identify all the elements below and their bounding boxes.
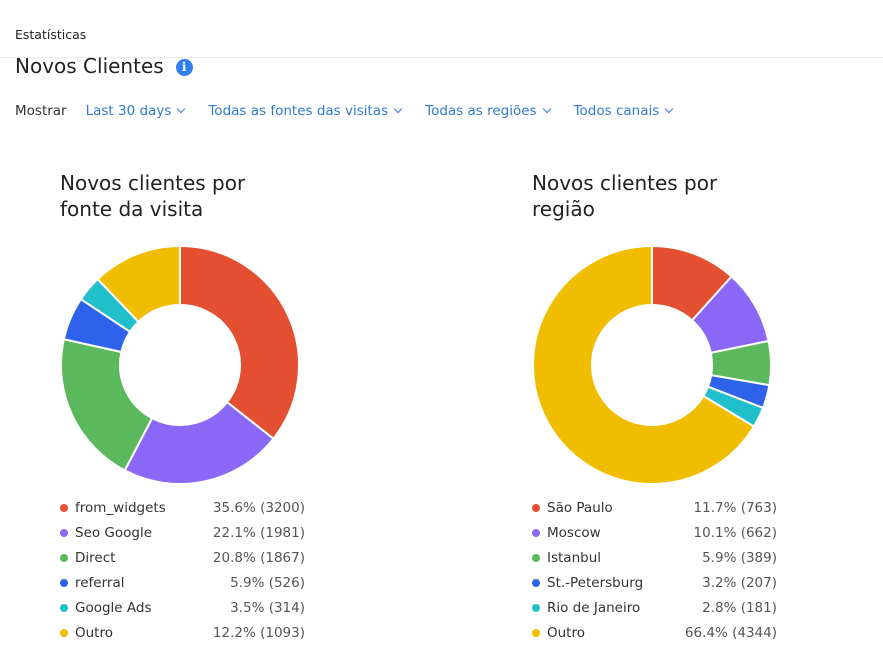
legend-label: Moscow bbox=[547, 524, 601, 541]
chart-title: Novos clientes por fonte da visita bbox=[60, 170, 320, 222]
legend-dot-icon bbox=[532, 628, 540, 637]
legend-value: 22.1% (1981) bbox=[212, 524, 305, 541]
slice-outro[interactable] bbox=[532, 245, 756, 485]
breadcrumb: Estatísticas bbox=[15, 27, 87, 42]
filter-channel-dropdown[interactable]: Todos canais bbox=[573, 103, 674, 119]
legend-label: Direct bbox=[75, 549, 116, 566]
legend-item-rio-de-janeiro[interactable]: Rio de Janeiro 2.8% (181) bbox=[532, 595, 777, 620]
chart-title: Novos clientes por região bbox=[532, 170, 792, 222]
slice-direct[interactable] bbox=[60, 338, 154, 472]
legend-dot-icon bbox=[532, 578, 540, 587]
legend-item-outro[interactable]: Outro 66.4% (4344) bbox=[532, 620, 777, 645]
donut-chart-region bbox=[532, 245, 772, 485]
legend-dot-icon bbox=[60, 603, 68, 612]
chart-title-line: Novos clientes por bbox=[60, 171, 246, 195]
legend-label: Outro bbox=[75, 624, 113, 641]
legend-item-outro[interactable]: Outro 12.2% (1093) bbox=[60, 620, 305, 645]
chart-card-source: Novos clientes por fonte da visita from_… bbox=[60, 170, 320, 641]
slice-from-widgets[interactable] bbox=[179, 245, 300, 441]
legend-dot-icon bbox=[60, 528, 68, 537]
slice-outro[interactable] bbox=[96, 245, 181, 324]
legend-value: 20.8% (1867) bbox=[212, 549, 305, 566]
chart-title-line: região bbox=[532, 197, 595, 221]
legend-item-from-widgets[interactable]: from_widgets 35.6% (3200) bbox=[60, 495, 305, 520]
filter-region-label: Todas as regiões bbox=[425, 103, 537, 119]
legend-label: Istanbul bbox=[547, 549, 602, 566]
legend-item-seo-google[interactable]: Seo Google 22.1% (1981) bbox=[60, 520, 305, 545]
legend-label: St.-Petersburg bbox=[547, 574, 644, 591]
legend-value: 35.6% (3200) bbox=[212, 499, 305, 516]
legend-value: 3.2% (207) bbox=[702, 574, 777, 591]
legend-item-st-petersburg[interactable]: St.-Petersburg 3.2% (207) bbox=[532, 570, 777, 595]
legend-value: 5.9% (526) bbox=[230, 574, 305, 591]
legend-item-istanbul[interactable]: Istanbul 5.9% (389) bbox=[532, 545, 777, 570]
legend-item-referral[interactable]: referral 5.9% (526) bbox=[60, 570, 305, 595]
legend-dot-icon bbox=[532, 528, 540, 537]
legend-label: referral bbox=[75, 574, 125, 591]
legend-label: Seo Google bbox=[75, 524, 153, 541]
filter-period-dropdown[interactable]: Last 30 days bbox=[85, 103, 186, 119]
chevron-down-icon bbox=[393, 104, 403, 114]
chart-card-region: Novos clientes por região São Paulo 11.7%… bbox=[532, 170, 792, 641]
chart-legend: São Paulo 11.7% (763) Moscow 10.1% (662) Ist… bbox=[532, 495, 777, 645]
legend-dot-icon bbox=[60, 553, 68, 562]
chevron-down-icon bbox=[542, 104, 551, 114]
legend-label: from_widgets bbox=[75, 499, 166, 516]
filter-bar: Mostrar Last 30 days Todas as fontes das… bbox=[15, 103, 696, 119]
legend-dot-icon bbox=[60, 628, 68, 637]
legend-label: São Paulo bbox=[547, 499, 613, 516]
info-icon[interactable]: i bbox=[175, 58, 193, 76]
chart-title-line: fonte da visita bbox=[60, 197, 204, 221]
legend-value: 3.5% (314) bbox=[230, 599, 305, 616]
legend-value: 12.2% (1093) bbox=[212, 624, 305, 641]
legend-item-moscow[interactable]: Moscow 10.1% (662) bbox=[532, 520, 777, 545]
filter-source-label: Todas as fontes das visitas bbox=[208, 103, 389, 119]
legend-label: Rio de Janeiro bbox=[547, 599, 641, 616]
legend-label: Google Ads bbox=[75, 599, 152, 616]
legend-dot-icon bbox=[532, 603, 540, 612]
chevron-down-icon bbox=[177, 104, 186, 114]
legend-value: 10.1% (662) bbox=[693, 524, 777, 541]
page-title: Novos Clientes i bbox=[15, 54, 193, 78]
filter-channel-label: Todos canais bbox=[573, 103, 660, 119]
legend-item-direct[interactable]: Direct 20.8% (1867) bbox=[60, 545, 305, 570]
filter-source-dropdown[interactable]: Todas as fontes das visitas bbox=[208, 103, 403, 119]
filter-region-dropdown[interactable]: Todas as regiões bbox=[425, 103, 551, 119]
legend-dot-icon bbox=[60, 578, 68, 587]
header-divider bbox=[0, 57, 883, 58]
legend-dot-icon bbox=[532, 503, 540, 512]
legend-label: Outro bbox=[547, 624, 585, 641]
chart-title-line: Novos clientes por bbox=[532, 171, 718, 195]
legend-value: 11.7% (763) bbox=[693, 499, 777, 516]
slice-seo-google[interactable] bbox=[123, 400, 275, 485]
legend-dot-icon bbox=[60, 503, 68, 512]
legend-dot-icon bbox=[532, 553, 540, 562]
legend-value: 2.8% (181) bbox=[702, 599, 777, 616]
filter-period-label: Last 30 days bbox=[85, 103, 172, 119]
chevron-down-icon bbox=[665, 104, 674, 114]
legend-value: 5.9% (389) bbox=[702, 549, 777, 566]
page-title-text: Novos Clientes bbox=[15, 54, 164, 78]
legend-item-google-ads[interactable]: Google Ads 3.5% (314) bbox=[60, 595, 305, 620]
legend-value: 66.4% (4344) bbox=[684, 624, 777, 641]
chart-legend: from_widgets 35.6% (3200) Seo Google 22.1% … bbox=[60, 495, 305, 645]
filter-label: Mostrar bbox=[15, 103, 67, 119]
donut-chart-source bbox=[60, 245, 300, 485]
legend-item-sao-paulo[interactable]: São Paulo 11.7% (763) bbox=[532, 495, 777, 520]
